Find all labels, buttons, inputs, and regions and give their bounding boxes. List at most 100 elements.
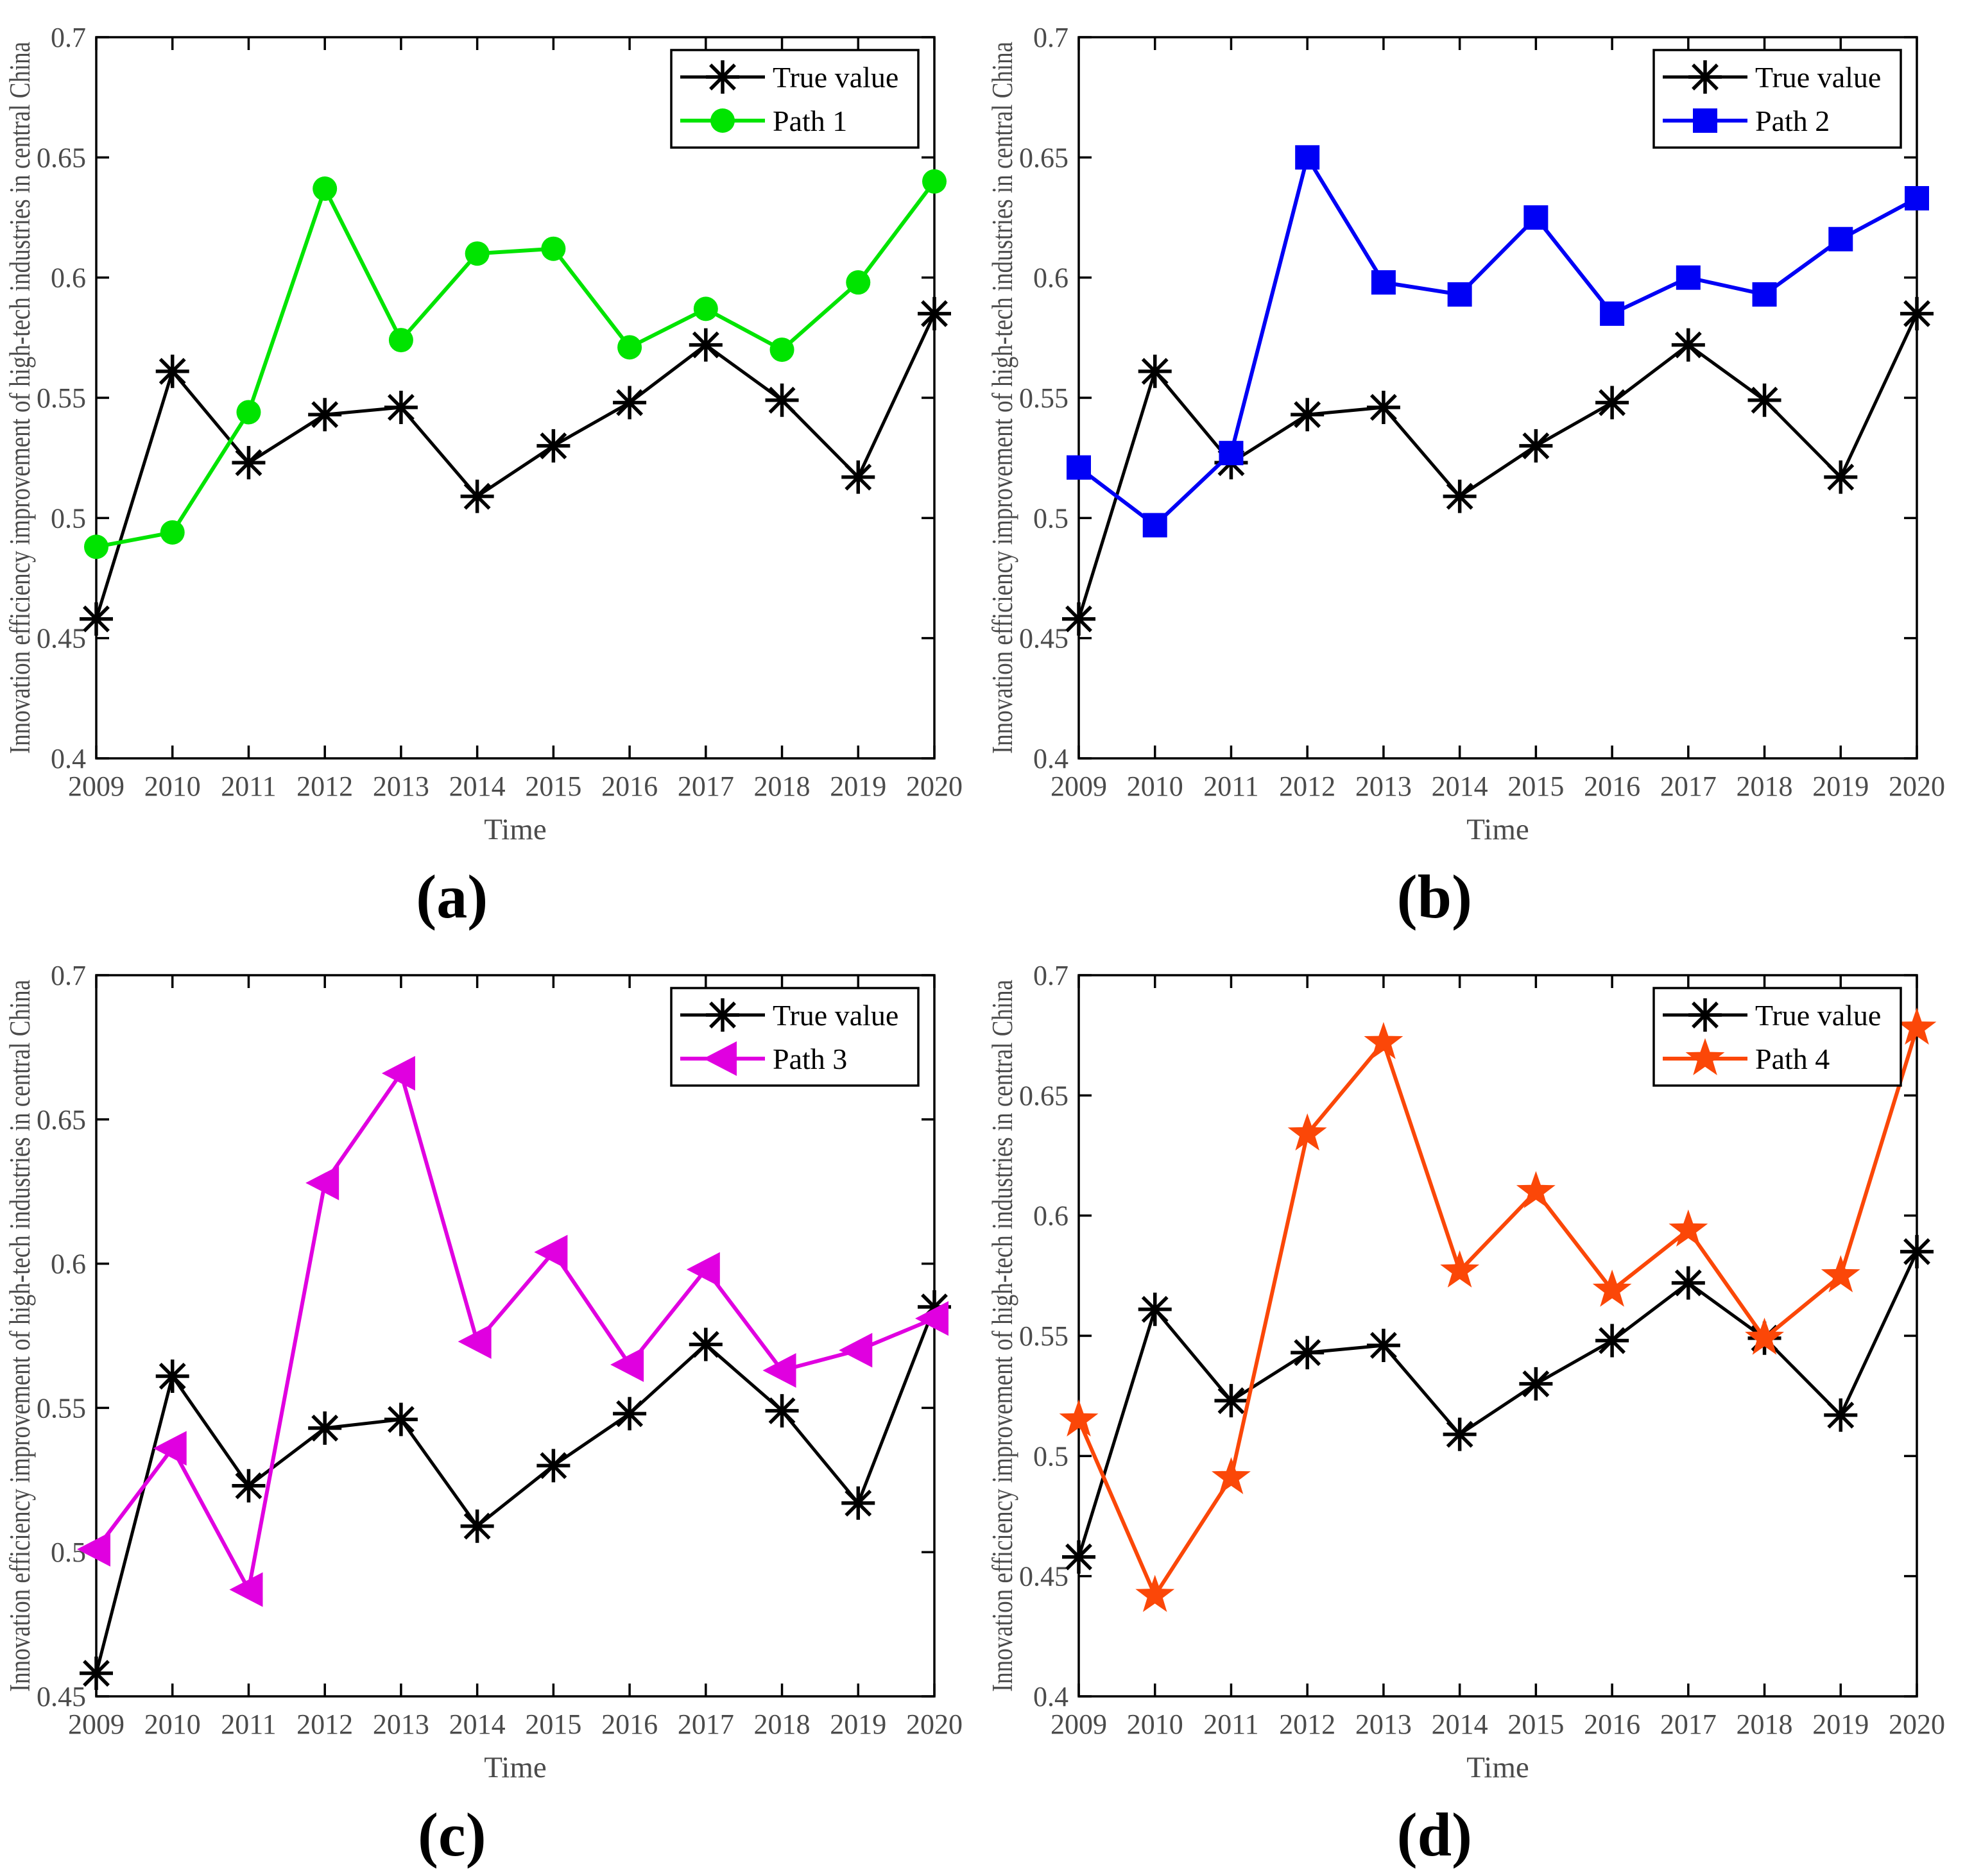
axes: 0.45 0.5 0.55 0.6 0.65 0.7 2009 2010 2011 2012 201… bbox=[37, 960, 963, 1740]
panel-a-caption: (a) bbox=[416, 862, 488, 931]
chart-panel-d: 0.4 0.45 0.5 0.55 0.6 0.65 0.7 2009 2010 2011 2012… bbox=[986, 960, 1945, 1784]
legend-entry: True value bbox=[1663, 998, 1881, 1032]
y-tick-label: 0.4 bbox=[1033, 743, 1068, 774]
circle-marker-icon bbox=[388, 328, 413, 353]
triangle-left-marker-icon bbox=[703, 1041, 737, 1076]
x-tick-label: 2015 bbox=[525, 1709, 581, 1740]
legend-label: True value bbox=[1755, 999, 1881, 1032]
circle-marker-icon bbox=[313, 176, 338, 201]
y-axis-label: Innovation efficiency improvement of hig… bbox=[4, 980, 36, 1692]
x-axis-ticks: 2009 2010 2011 2012 2013 2014 2015 2016 2017 2018… bbox=[68, 37, 963, 802]
x-tick-label: 2012 bbox=[1279, 771, 1335, 802]
x-tick-label: 2019 bbox=[1812, 1709, 1869, 1740]
star-marker-icon bbox=[1669, 1209, 1708, 1247]
x-tick-label: 2017 bbox=[678, 771, 734, 802]
asterisk-marker-icon bbox=[384, 1403, 418, 1437]
x-tick-label: 2013 bbox=[373, 771, 429, 802]
legend-label: Path 4 bbox=[1755, 1043, 1830, 1075]
star-marker-icon bbox=[1212, 1457, 1251, 1494]
x-axis-ticks: 2009 2010 2011 2012 2013 2014 2015 2016 2017 2018… bbox=[1051, 975, 1945, 1740]
asterisk-marker-icon bbox=[460, 479, 494, 513]
x-tick-label: 2015 bbox=[525, 771, 581, 802]
asterisk-marker-icon bbox=[384, 390, 418, 424]
series-path-1 bbox=[84, 169, 947, 559]
series-line bbox=[1077, 312, 1919, 620]
circle-marker-icon bbox=[465, 241, 490, 266]
star-marker-icon bbox=[1440, 1250, 1480, 1288]
asterisk-marker-icon bbox=[1062, 1540, 1095, 1574]
triangle-left-marker-icon bbox=[839, 1333, 873, 1368]
square-marker-icon bbox=[1295, 145, 1320, 170]
circle-marker-icon bbox=[922, 169, 947, 194]
asterisk-marker-icon bbox=[1671, 328, 1705, 362]
circle-marker-icon bbox=[769, 337, 794, 362]
y-tick-label: 0.5 bbox=[1033, 1440, 1068, 1472]
x-tick-label: 2012 bbox=[296, 1709, 353, 1740]
y-tick-label: 0.5 bbox=[51, 1537, 86, 1568]
triangle-left-marker-icon bbox=[915, 1301, 948, 1336]
square-marker-icon bbox=[1752, 282, 1777, 307]
series-true-value bbox=[1062, 1234, 1934, 1574]
square-marker-icon bbox=[1142, 513, 1167, 538]
square-marker-icon bbox=[1067, 455, 1091, 480]
asterisk-marker-icon bbox=[1443, 1417, 1477, 1451]
series-line bbox=[1077, 1027, 1919, 1599]
star-marker-icon bbox=[1897, 1007, 1937, 1045]
legend: True value Path 2 bbox=[1652, 49, 1902, 149]
star-marker-icon bbox=[1592, 1269, 1632, 1307]
triangle-left-marker-icon bbox=[458, 1324, 492, 1359]
y-tick-label: 0.6 bbox=[1033, 1200, 1068, 1232]
y-tick-label: 0.4 bbox=[51, 743, 86, 774]
asterisk-marker-icon bbox=[1138, 1292, 1172, 1326]
x-tick-label: 2020 bbox=[1889, 771, 1945, 802]
square-marker-icon bbox=[1600, 301, 1625, 326]
x-tick-label: 2014 bbox=[449, 771, 506, 802]
series-true-value bbox=[80, 296, 951, 636]
circle-marker-icon bbox=[236, 400, 261, 425]
y-tick-label: 0.7 bbox=[51, 22, 86, 53]
asterisk-marker-icon bbox=[80, 1657, 113, 1691]
asterisk-marker-icon bbox=[841, 1486, 875, 1520]
legend: True value Path 4 bbox=[1652, 987, 1902, 1087]
y-tick-label: 0.65 bbox=[37, 1104, 86, 1136]
asterisk-marker-icon bbox=[80, 602, 113, 636]
legend-label: Path 2 bbox=[1755, 105, 1830, 137]
x-tick-label: 2009 bbox=[68, 1709, 124, 1740]
axes: 0.4 0.45 0.5 0.55 0.6 0.65 0.7 2009 2010 2011 2012… bbox=[1019, 22, 1945, 802]
asterisk-marker-icon bbox=[1366, 390, 1400, 424]
y-axis-label: Innovation efficiency improvement of hig… bbox=[986, 980, 1018, 1692]
x-tick-label: 2017 bbox=[678, 1709, 734, 1740]
series-line bbox=[94, 1068, 936, 1596]
asterisk-marker-icon bbox=[308, 398, 342, 432]
star-marker-icon bbox=[1821, 1255, 1860, 1293]
legend-entry: True value bbox=[680, 998, 898, 1032]
legend-entry: Path 1 bbox=[680, 105, 847, 137]
legend-label: True value bbox=[773, 999, 898, 1032]
asterisk-marker-icon bbox=[232, 446, 266, 480]
x-axis-ticks: 2009 2010 2011 2012 2013 2014 2015 2016 2017 2018… bbox=[68, 975, 963, 1740]
plot-border bbox=[95, 974, 936, 1698]
x-tick-label: 2016 bbox=[601, 1709, 658, 1740]
circle-marker-icon bbox=[710, 108, 735, 133]
x-tick-label: 2011 bbox=[1203, 1709, 1258, 1740]
panel-a: 0.4 0.45 0.5 0.55 0.6 0.65 0.7 2009 2010 2011 2012… bbox=[0, 0, 982, 938]
x-tick-label: 2010 bbox=[1127, 771, 1183, 802]
chart-panel-c: 0.45 0.5 0.55 0.6 0.65 0.7 2009 2010 2011 2012 201… bbox=[4, 960, 963, 1784]
y-tick-label: 0.6 bbox=[51, 1249, 86, 1280]
asterisk-marker-icon bbox=[1688, 60, 1722, 94]
asterisk-marker-icon bbox=[1214, 1384, 1248, 1418]
star-marker-icon bbox=[1135, 1574, 1175, 1612]
asterisk-marker-icon bbox=[1747, 383, 1781, 417]
asterisk-marker-icon bbox=[918, 296, 951, 330]
series-line bbox=[94, 312, 936, 620]
star-marker-icon bbox=[1516, 1171, 1556, 1209]
asterisk-marker-icon bbox=[613, 386, 647, 420]
y-tick-label: 0.7 bbox=[1033, 22, 1068, 53]
asterisk-marker-icon bbox=[689, 1327, 723, 1361]
panel-d: 0.4 0.45 0.5 0.55 0.6 0.65 0.7 2009 2010 2011 2012… bbox=[982, 938, 1965, 1876]
x-tick-label: 2012 bbox=[1279, 1709, 1335, 1740]
y-tick-label: 0.55 bbox=[1019, 1320, 1068, 1352]
asterisk-marker-icon bbox=[1291, 1336, 1325, 1370]
circle-marker-icon bbox=[617, 335, 642, 360]
